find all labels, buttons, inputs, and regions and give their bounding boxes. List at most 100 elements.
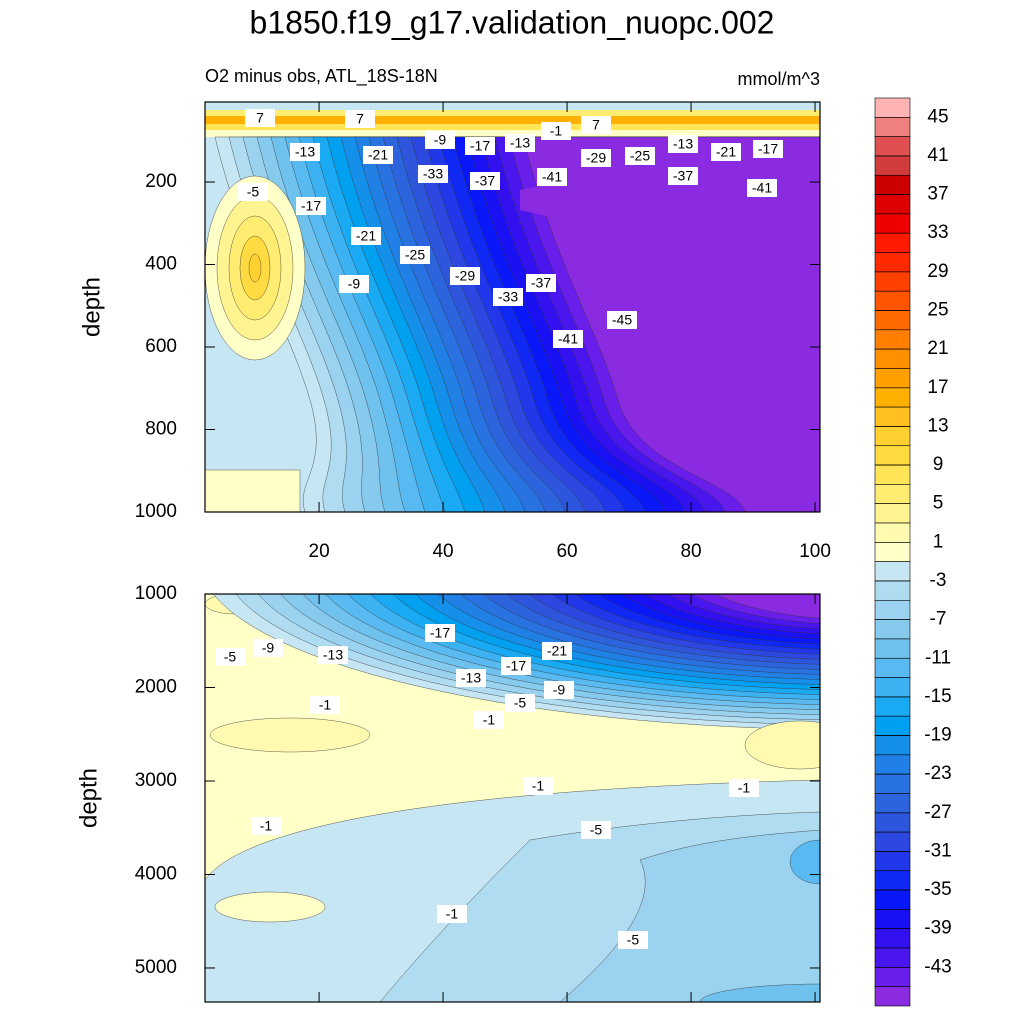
contour-label-box [418, 165, 448, 183]
colorbar-box [874, 426, 911, 447]
contour-label-box [296, 197, 326, 215]
contour-label-box [711, 143, 741, 161]
colorbar-box [874, 484, 911, 505]
contour-label-box [318, 646, 348, 664]
colorbar-box [874, 213, 911, 234]
contour-label: -33 [423, 166, 443, 182]
y-tick-label: 1000 [135, 501, 177, 522]
colorbar-box [874, 812, 911, 833]
y-tick-label: 5000 [135, 957, 177, 978]
contour-label: -1 [446, 906, 459, 922]
contour-label-box [581, 149, 611, 167]
y-tick-label: 2000 [135, 677, 177, 698]
field-band [205, 116, 820, 124]
contour-label: -41 [752, 180, 772, 196]
contour-label: -33 [498, 289, 518, 305]
field-band [214, 891, 326, 923]
field-band [205, 102, 820, 110]
colorbar-box [874, 947, 911, 968]
colorbar-label: 13 [927, 415, 948, 436]
contour-label: -25 [405, 247, 425, 263]
contour-label-box [400, 246, 430, 264]
contour-label: -17 [470, 138, 490, 154]
contour-label-box [310, 696, 340, 714]
contour-label-box [581, 821, 611, 839]
contour-label-box [251, 817, 281, 835]
contour-label: -17 [506, 658, 526, 674]
x-tick-label: 60 [556, 541, 577, 562]
colorbar-box [874, 831, 911, 852]
colorbar-box [874, 136, 911, 157]
colorbar-box [874, 967, 911, 987]
chart-title: b1850.f19_g17.validation_nuopc.002 [250, 4, 775, 40]
contour-label: -21 [368, 147, 388, 163]
y-axis-label: depth [78, 277, 105, 337]
contour-label: -5 [224, 649, 237, 665]
y-tick-label: 400 [145, 254, 177, 275]
colorbar-box [874, 522, 911, 543]
y-tick-label: 1000 [135, 583, 177, 604]
contour-label-box [238, 183, 268, 201]
colorbar-box [874, 715, 911, 736]
colorbar-box [874, 117, 911, 137]
colorbar-label: 25 [927, 300, 948, 321]
colorbar-box [874, 329, 911, 350]
colorbar-box [874, 619, 911, 640]
colorbar-label: 29 [927, 261, 948, 282]
contour-label: -25 [630, 148, 650, 164]
contour-label: -1 [319, 697, 332, 713]
colorbar-box [874, 599, 911, 620]
field-band [205, 130, 820, 137]
colorbar-label: -3 [930, 570, 947, 591]
contour-label-box [493, 288, 523, 306]
colorbar-box [874, 870, 911, 891]
contour-label: -9 [434, 132, 447, 148]
colorbar-box [874, 155, 911, 176]
colorbar-box [874, 232, 911, 253]
contour-label: -1 [550, 123, 563, 139]
contour-label: -13 [510, 135, 530, 151]
contour-label-box [345, 110, 375, 128]
plot-frame [204, 593, 821, 1003]
field-band [522, 136, 820, 512]
contour-label: -37 [531, 275, 551, 291]
field-band [209, 717, 371, 753]
colorbar-box [874, 754, 911, 775]
y-tick-label: 4000 [135, 863, 177, 884]
contour-label-box [339, 275, 369, 293]
contour-label-box [456, 669, 486, 687]
contour-label: -13 [295, 144, 315, 160]
contour-label: -13 [673, 136, 693, 152]
contour-label-box [245, 109, 275, 127]
contour-label: -1 [260, 818, 273, 834]
colorbar-box [874, 464, 911, 485]
colorbar-box [874, 290, 911, 311]
colorbar-box [874, 986, 911, 1007]
contour-label: -9 [262, 640, 275, 656]
colorbar-label: 9 [933, 454, 944, 475]
y-axis-label: depth [75, 768, 102, 828]
contour-label: 7 [256, 110, 264, 126]
contour-label-box [505, 694, 535, 712]
colorbar-label: 1 [933, 531, 944, 552]
contour-label-box [425, 624, 455, 642]
contour-label-box [607, 311, 637, 329]
colorbar-label: 41 [927, 145, 948, 166]
x-tick-label: 20 [309, 541, 330, 562]
colorbar-box [874, 735, 911, 756]
contour-label-box [553, 330, 583, 348]
contour-label-box [450, 267, 480, 285]
colorbar-label: -19 [924, 725, 951, 746]
contour-label-box [501, 657, 531, 675]
field-band [699, 983, 820, 1002]
y-tick-label: 800 [145, 419, 177, 440]
colorbar-label: -15 [924, 686, 951, 707]
y-tick-label: 3000 [135, 770, 177, 791]
colorbar-box [874, 657, 911, 678]
colorbar-box [874, 638, 911, 659]
contour-label-box [668, 167, 698, 185]
colorbar-label: -43 [924, 956, 951, 977]
field-band [205, 124, 820, 130]
contour-label: -13 [461, 670, 481, 686]
contour-label: -1 [532, 778, 545, 794]
